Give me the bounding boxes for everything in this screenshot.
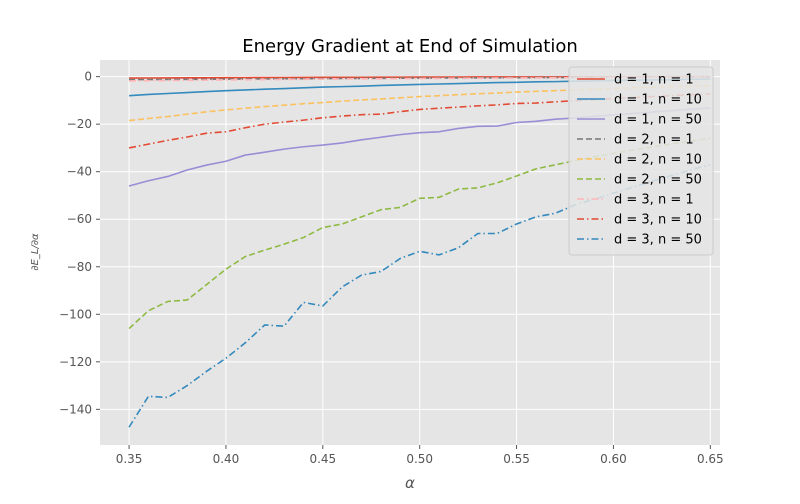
x-axis-ticks: 0.35 0.40 0.45 0.50 0.55 0.60 0.65 [116,445,724,466]
legend-box [568,66,714,256]
legend-entry-label: d = 2, n = 10 [614,153,702,168]
legend: d = 1, n = 1 d = 1, n = 10 d = 1, n = 50 d … [568,66,714,256]
y-axis-label: ∂E_L/∂α [30,233,41,271]
y-tick-label: −20 [67,117,92,131]
y-tick-label: −100 [59,307,92,321]
legend-entry-label: d = 2, n = 50 [614,173,702,188]
legend-entry-label: d = 1, n = 50 [614,113,702,128]
series-line-8 [128,93,711,149]
y-tick-label: −120 [59,355,92,369]
y-axis-ticks: 0 −20 −40 −60 −80 −100 −120 −140 [59,70,100,416]
legend-entry-label: d = 3, n = 1 [614,193,694,208]
x-tick-label: 0.35 [116,452,143,466]
chart-title: Energy Gradient at End of Simulation [242,36,578,57]
x-tick-label: 0.55 [503,452,530,466]
x-tick-label: 0.45 [309,452,336,466]
y-tick-label: −60 [67,212,92,226]
legend-entry-label: d = 3, n = 10 [614,213,702,228]
y-axis-label-text: ∂E_L/∂α [30,233,41,271]
legend-entry-label: d = 3, n = 50 [614,233,702,248]
x-tick-label: 0.40 [213,452,240,466]
y-tick-label: 0 [84,70,92,84]
series-line-5 [128,84,711,122]
y-tick-label: −40 [67,165,92,179]
y-tick-label: −80 [67,260,92,274]
x-tick-label: 0.65 [697,452,724,466]
legend-entry-label: d = 1, n = 10 [614,93,702,108]
legend-entry-label: d = 1, n = 1 [614,73,694,88]
x-tick-label: 0.50 [406,452,433,466]
x-tick-label: 0.60 [600,452,627,466]
legend-entry-label: d = 2, n = 1 [614,133,694,148]
x-axis-label: α [405,474,415,492]
y-tick-label: −140 [59,402,92,416]
